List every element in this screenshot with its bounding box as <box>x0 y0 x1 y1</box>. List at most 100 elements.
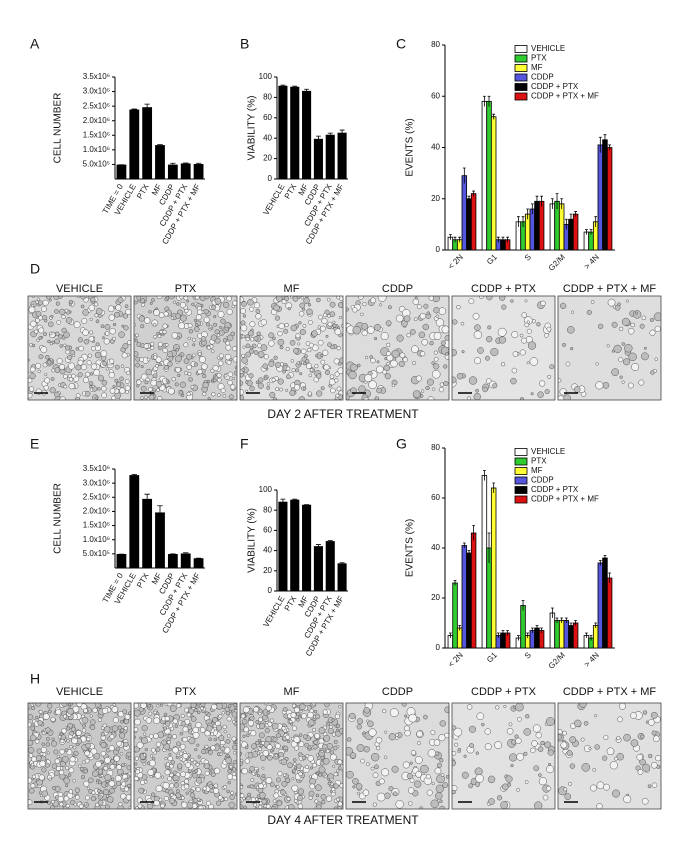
bar <box>592 625 599 649</box>
cell <box>253 302 261 309</box>
cell <box>250 345 254 350</box>
cell <box>427 749 436 758</box>
error-bar <box>157 144 163 147</box>
cell <box>297 342 301 346</box>
cell <box>138 315 145 322</box>
cell <box>172 774 179 781</box>
cell <box>125 755 129 759</box>
cell <box>337 801 343 807</box>
cell <box>198 356 206 363</box>
cell <box>90 795 97 802</box>
cell <box>122 343 129 350</box>
cell <box>444 335 449 341</box>
cell <box>108 780 115 787</box>
cell <box>490 347 499 357</box>
image-label: PTX <box>175 686 197 698</box>
cell <box>54 770 60 776</box>
cell <box>37 369 41 373</box>
cell <box>258 711 262 716</box>
cell <box>251 751 259 758</box>
cell <box>191 302 195 307</box>
cell <box>274 361 281 368</box>
error-bar <box>569 622 573 628</box>
cell <box>322 758 330 765</box>
cell <box>443 380 449 387</box>
cell <box>168 387 175 395</box>
cell <box>45 355 50 360</box>
micrograph <box>346 703 449 809</box>
cell <box>119 387 126 394</box>
y-tick-label: 20 <box>263 566 272 575</box>
error-bar <box>118 553 125 555</box>
cell <box>186 712 192 718</box>
cell <box>544 741 552 749</box>
cell <box>139 779 146 786</box>
cell <box>532 724 541 733</box>
x-tick-label: < 2N <box>446 252 465 271</box>
cell <box>56 357 63 364</box>
error-bar <box>555 193 559 209</box>
image-label: VEHICLE <box>56 686 103 698</box>
cell <box>521 312 528 318</box>
cell <box>296 718 300 722</box>
cell <box>531 319 536 324</box>
cell <box>199 727 206 733</box>
cell <box>242 796 246 801</box>
cell <box>47 800 51 805</box>
cell <box>65 803 70 808</box>
cell <box>88 304 95 311</box>
cell <box>619 375 623 379</box>
cell <box>547 374 552 379</box>
cell <box>190 757 195 762</box>
cell <box>181 393 185 398</box>
micrograph <box>346 296 449 400</box>
cell <box>466 396 472 400</box>
cell <box>332 320 336 324</box>
cell <box>240 373 244 378</box>
cell <box>51 763 58 769</box>
cell <box>282 773 287 777</box>
cell <box>187 336 191 341</box>
micrograph-frame <box>557 702 662 810</box>
legend-swatch <box>514 54 528 63</box>
cell <box>155 741 162 748</box>
cell <box>96 788 101 793</box>
cell <box>272 336 276 341</box>
bar <box>481 100 488 251</box>
cell <box>91 346 96 351</box>
cell <box>515 703 524 712</box>
cell <box>256 343 262 349</box>
cell <box>335 728 340 732</box>
cell <box>135 806 139 809</box>
cell <box>227 704 232 708</box>
cell <box>125 308 131 315</box>
cell <box>255 720 260 724</box>
error-bar <box>496 632 500 638</box>
cell <box>65 784 69 788</box>
cell <box>253 350 259 355</box>
cell <box>277 338 285 346</box>
cell <box>29 734 37 742</box>
cell <box>112 717 119 724</box>
cell <box>396 334 404 342</box>
cell <box>42 713 50 720</box>
cell <box>216 372 222 378</box>
cell <box>256 774 261 778</box>
cell <box>43 332 47 337</box>
cell <box>150 345 155 351</box>
cell <box>258 717 263 723</box>
cell <box>83 769 88 774</box>
cell <box>178 751 183 756</box>
cell <box>242 805 247 809</box>
cell <box>89 719 96 725</box>
legend-swatch <box>514 83 528 91</box>
error-bar <box>540 627 544 633</box>
cell <box>100 750 107 757</box>
cell <box>164 757 168 761</box>
cell <box>611 789 620 798</box>
cell <box>143 343 150 349</box>
cell <box>573 386 581 393</box>
cell <box>356 363 361 368</box>
cell <box>647 784 652 789</box>
cell <box>303 354 308 359</box>
